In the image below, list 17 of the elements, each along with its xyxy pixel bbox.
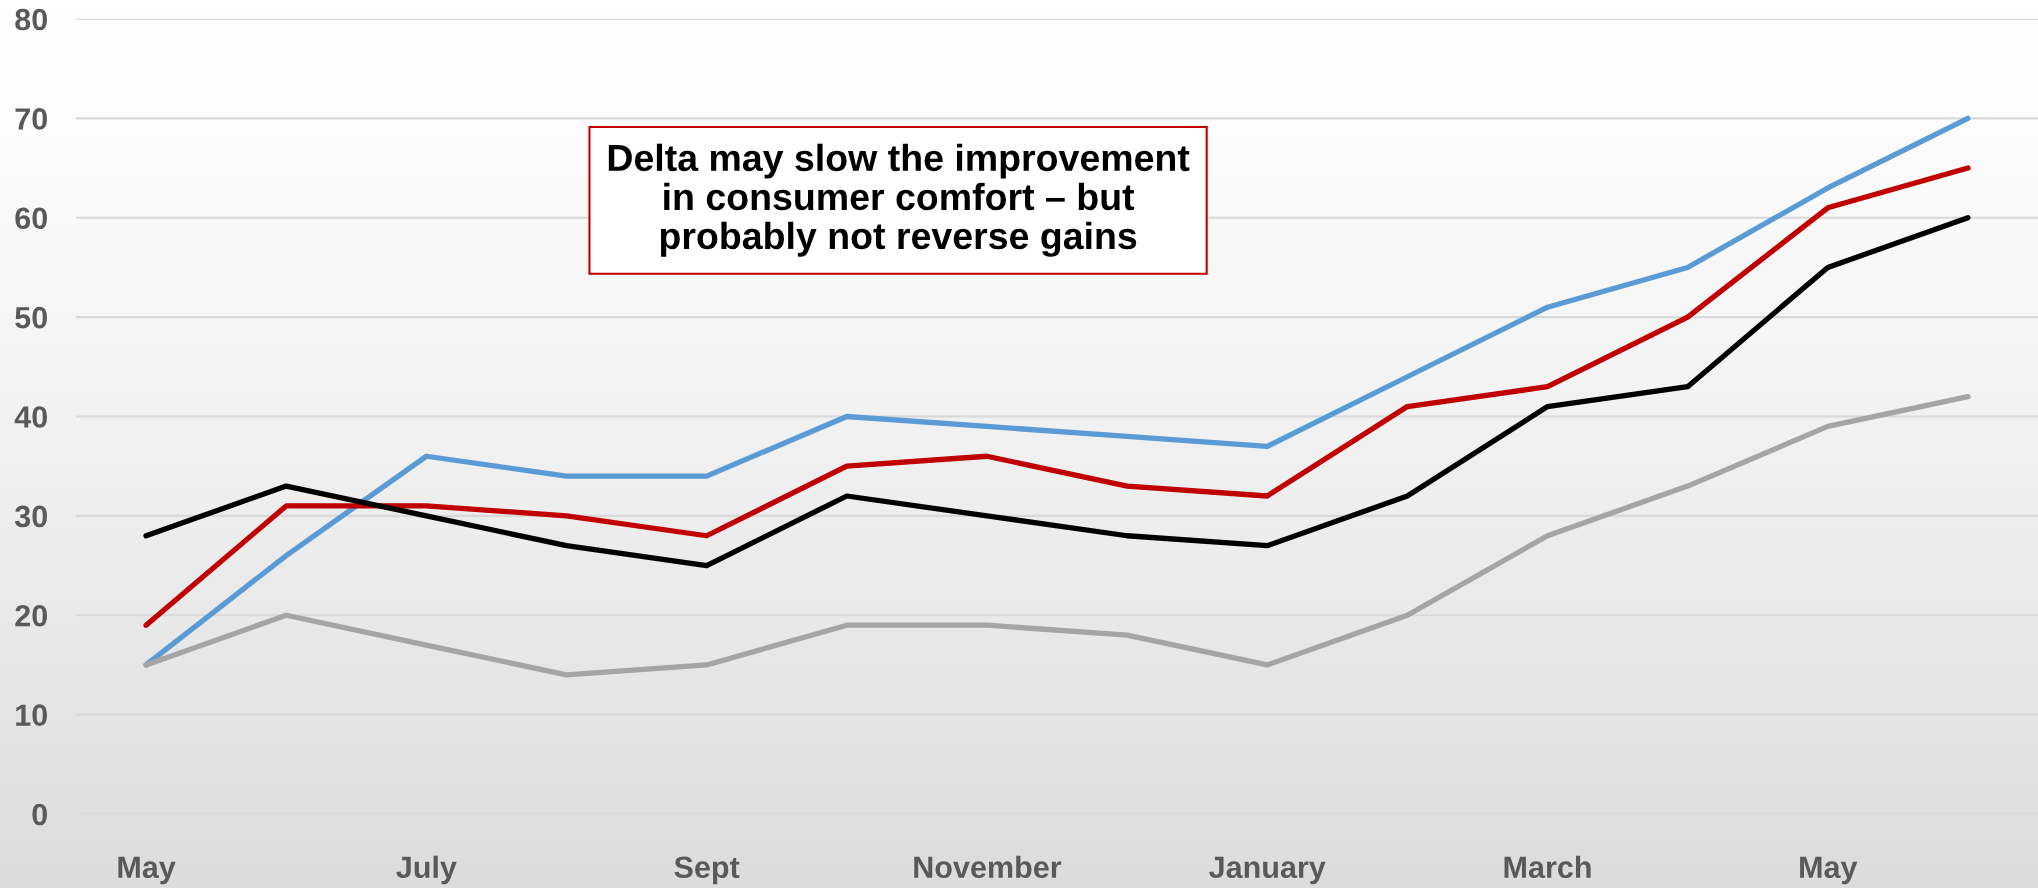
y-tick-label: 80: [15, 8, 47, 31]
y-tick-label: 0: [32, 803, 47, 826]
y-tick-label: 10: [16, 704, 47, 726]
x-tick-label: March: [1504, 855, 1591, 879]
x-tick-label: November: [914, 855, 1062, 879]
y-tick-label: 60: [15, 207, 47, 230]
y-tick-label: 70: [15, 108, 47, 130]
annotation: Delta may slow the improvement in consumer comfort – but probably not reverse gains: [608, 143, 1190, 257]
x-tick-label: July: [396, 855, 457, 885]
x-tick-label: Sept: [674, 856, 740, 885]
y-tick-label: 50: [15, 306, 47, 329]
y-tick-label: 40: [14, 406, 47, 428]
x-tick-label: May: [1800, 856, 1858, 885]
x-tick-label: January: [1209, 856, 1326, 885]
y-tick-label: 30: [14, 505, 47, 528]
y-tick-label: 20: [15, 604, 47, 627]
x-tick-label: May: [118, 856, 176, 885]
